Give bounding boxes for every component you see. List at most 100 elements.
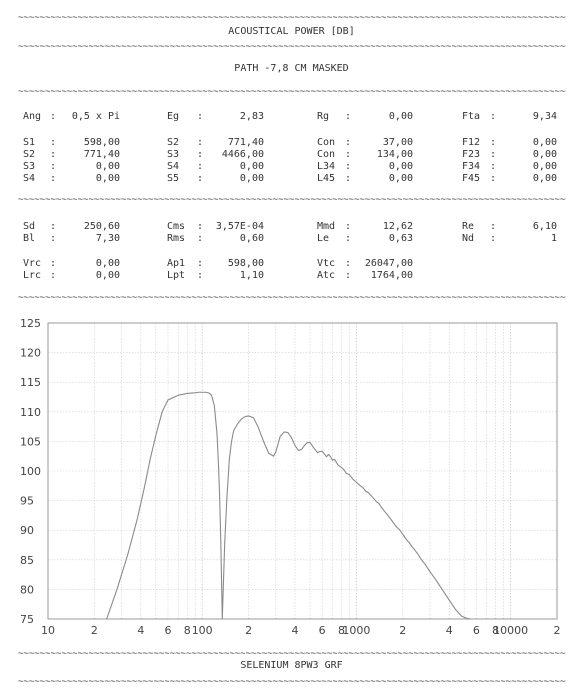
param-label: Mmd [317,221,336,232]
x-tick-label: 4 [137,624,144,637]
param-value: 0,00 [532,173,557,184]
x-tick-label: 2 [554,624,561,637]
x-tick-label: 2 [245,624,252,637]
param-label: Rms [167,233,186,244]
param-colon: : [50,137,57,148]
param-colon: : [345,149,352,160]
param-label: Ap1 [167,258,186,269]
param-label: Vrc [23,258,42,269]
x-tick-label: 4 [292,624,299,637]
footer-label: SELENIUM 8PW3 GRF [240,660,343,671]
param-label: F34 [462,161,481,172]
param-value: 0,00 [388,111,413,122]
param-value: 1 [550,233,557,244]
param-label: Re [462,221,475,232]
param-colon: : [345,111,352,122]
separator-top: ~~~~~~~~~~~~~~~~~~~~~~~~~~~~~~~~~~~~~~~~… [18,13,566,23]
param-colon: : [197,221,204,232]
separator: ~~~~~~~~~~~~~~~~~~~~~~~~~~~~~~~~~~~~~~~~… [18,195,566,205]
y-tick-label: 85 [20,554,34,567]
y-tick-label: 95 [20,495,34,508]
param-value: 0,00 [95,258,120,269]
param-colon: : [50,111,57,122]
param-label: S1 [23,137,36,148]
separator: ~~~~~~~~~~~~~~~~~~~~~~~~~~~~~~~~~~~~~~~~… [18,87,566,97]
param-value: 0,00 [532,149,557,160]
y-tick-label: 115 [20,376,41,389]
param-colon: : [490,161,497,172]
param-colon: : [197,258,204,269]
param-colon: : [345,270,352,281]
param-value: 12,62 [382,221,413,232]
param-value: 9,34 [532,111,557,122]
param-colon: : [50,173,57,184]
param-value: 0,00 [239,161,264,172]
param-value: 1764,00 [370,270,413,281]
param-value: 0,00 [95,161,120,172]
param-colon: : [197,173,204,184]
x-tick-label: 6 [319,624,326,637]
param-value: 134,00 [376,149,413,160]
x-tick-label: 8 [184,624,191,637]
param-label: S2 [167,137,180,148]
separator: ~~~~~~~~~~~~~~~~~~~~~~~~~~~~~~~~~~~~~~~~… [18,293,566,303]
param-value: 37,00 [382,137,413,148]
param-label: Rg [317,111,330,122]
param-colon: : [345,258,352,269]
param-value: 598,00 [227,258,264,269]
chart-subtitle: PATH -7,8 CM MASKED [234,63,349,74]
param-colon: : [50,161,57,172]
param-value: 0,00 [388,161,413,172]
param-value: 1,10 [239,270,264,281]
param-value: 0,00 [95,270,120,281]
param-label: Eg [167,111,180,122]
param-value: 0,63 [388,233,413,244]
param-label: Le [317,233,330,244]
param-label: F45 [462,173,481,184]
param-value: 6,10 [532,221,557,232]
x-tick-label: 1000 [342,624,370,637]
param-colon: : [490,111,497,122]
param-colon: : [197,137,204,148]
param-value: 2,83 [239,111,264,122]
param-value: 7,30 [95,233,120,244]
param-colon: : [490,233,497,244]
param-colon: : [197,233,204,244]
param-colon: : [197,270,204,281]
param-colon: : [50,258,57,269]
param-value: 771,40 [227,137,264,148]
param-colon: : [490,149,497,160]
param-value: 0,00 [532,161,557,172]
x-tick-label: 8 [492,624,499,637]
y-tick-label: 100 [20,465,41,478]
param-colon: : [345,173,352,184]
x-tick-label: 6 [473,624,480,637]
x-tick-label: 2 [399,624,406,637]
plot-frame [47,322,558,620]
param-label: Atc [317,270,336,281]
param-label: Cms [167,221,186,232]
x-tick-label: 6 [164,624,171,637]
param-colon: : [490,221,497,232]
param-value: 3,57E-04 [215,221,264,232]
param-label: Fta [462,111,481,122]
y-tick-label: 80 [20,583,34,596]
y-tick-label: 125 [20,317,41,330]
series-line [106,391,471,620]
separator: ~~~~~~~~~~~~~~~~~~~~~~~~~~~~~~~~~~~~~~~~… [18,649,566,659]
param-label: S2 [23,149,36,160]
param-label: S5 [167,173,180,184]
param-label: Sd [23,221,36,232]
y-tick-label: 110 [20,406,41,419]
param-colon: : [197,111,204,122]
param-value: 4466,00 [221,149,264,160]
param-label: S4 [167,161,180,172]
param-label: Vtc [317,258,336,269]
param-value: 598,00 [83,137,120,148]
param-label: Nd [462,233,475,244]
x-tick-label: 10 [41,624,55,637]
param-value: 0,00 [532,137,557,148]
param-colon: : [345,137,352,148]
